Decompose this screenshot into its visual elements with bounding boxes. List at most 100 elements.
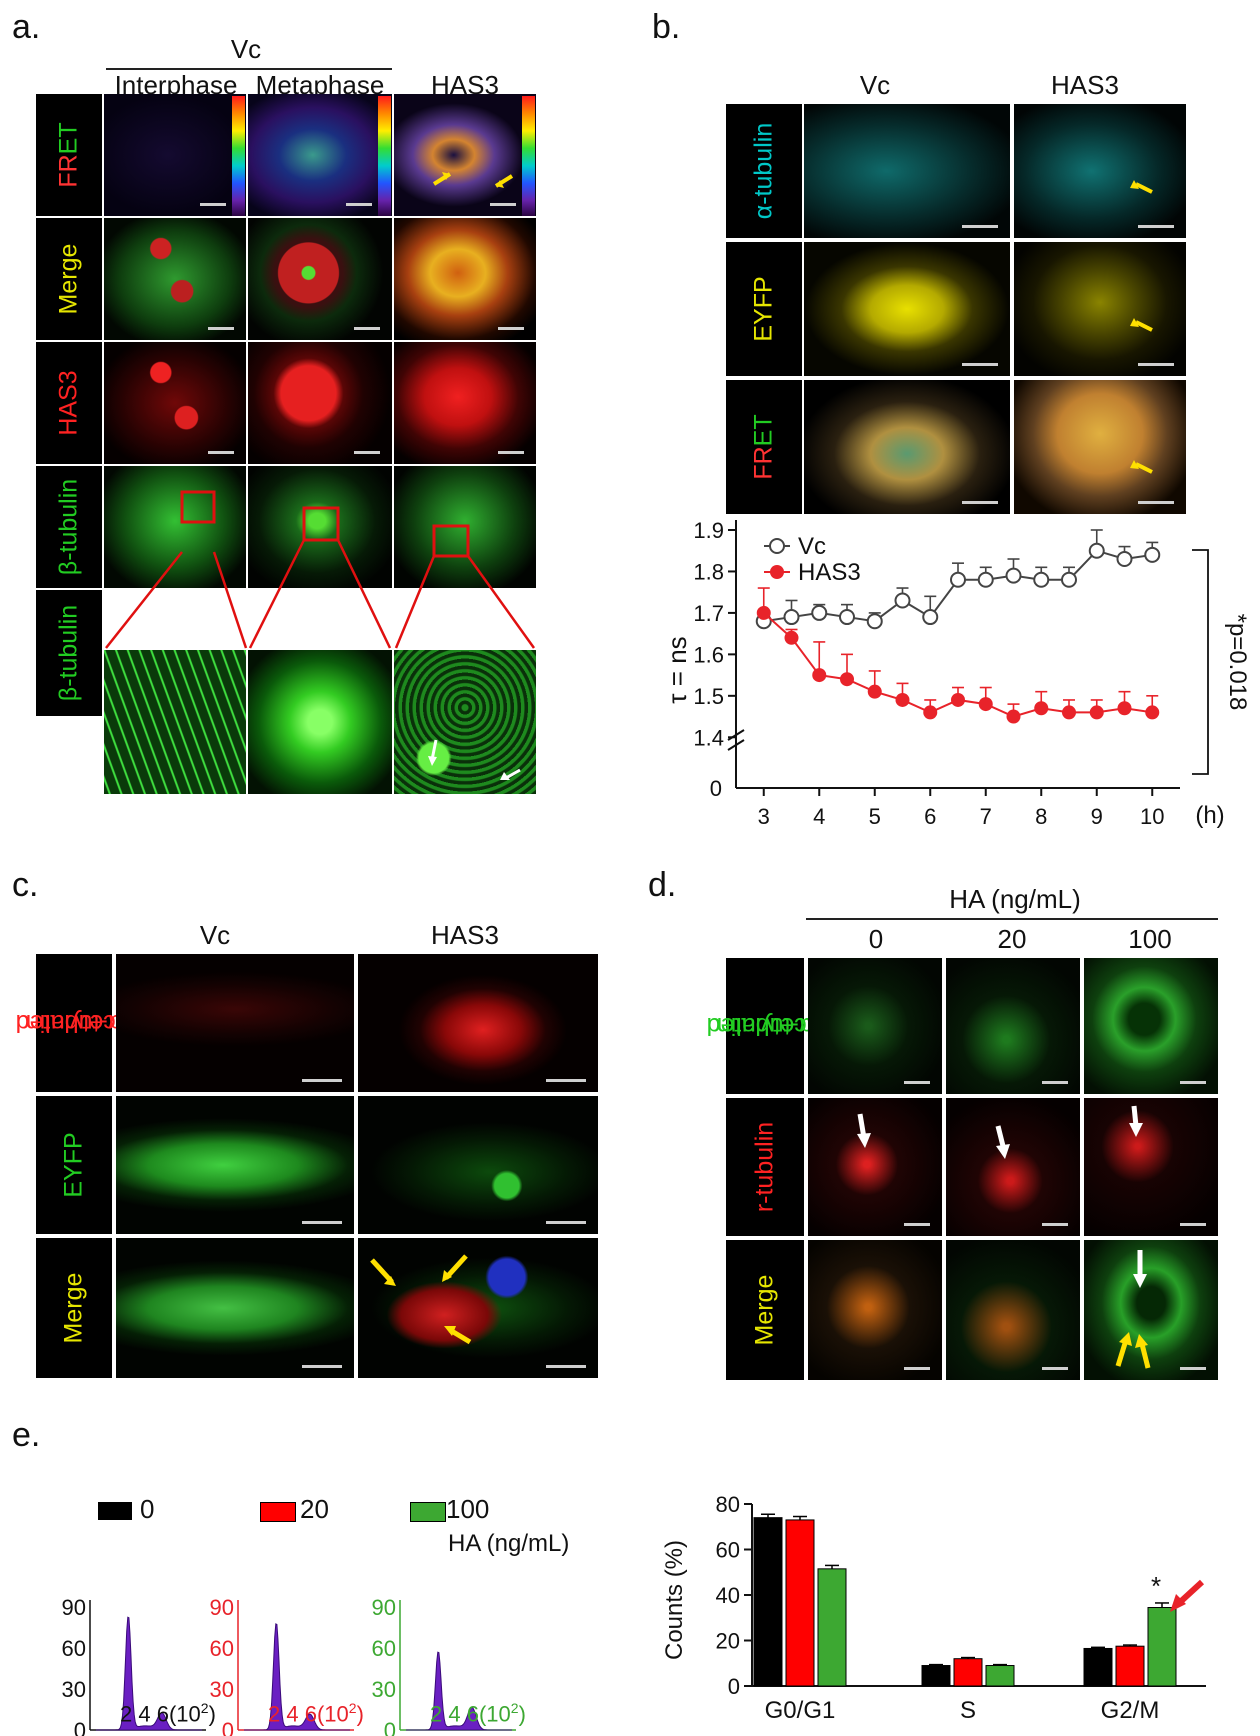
x-unit-label: (h) [1195, 802, 1224, 829]
x-tick-label: 5 [869, 804, 881, 829]
data-point [950, 571, 966, 588]
data-point [1061, 571, 1077, 588]
x-tick-label: 7 [980, 804, 992, 829]
y-tick-label: 1.5 [693, 684, 724, 709]
legend-has3-marker [770, 565, 784, 579]
image-b-fret-vc [804, 380, 1010, 514]
y-tick-label: 80 [716, 1492, 740, 1517]
data-point [1116, 551, 1133, 568]
hist-x-tick-6: 6(10 [156, 1701, 201, 1727]
bar-g2-m-100 [1147, 1607, 1177, 1687]
arrow-icon [1130, 180, 1153, 194]
hist-y-tick-label: 60 [210, 1636, 234, 1661]
data-point [866, 613, 883, 630]
data-point [1062, 705, 1076, 720]
y-tick-label: 40 [716, 1583, 740, 1608]
data-point [977, 571, 994, 588]
hist-y-tick-label: 90 [210, 1595, 234, 1620]
panel-d-col-20: 20 [997, 924, 1027, 954]
data-point [1144, 546, 1161, 563]
bar-s-100 [985, 1665, 1015, 1687]
x-tick-label: 9 [1091, 804, 1103, 829]
hist-x-tick-4: 4 [448, 1701, 461, 1727]
panel-c-col-has3: HAS3 [431, 920, 499, 950]
arrow-icon [1115, 1250, 1151, 1369]
image-d-acetylated-0 [808, 958, 942, 1094]
panel-a-group-header: Vc [230, 34, 262, 64]
hist-y-tick-label: 30 [62, 1677, 86, 1702]
row-text: EYFP [59, 1132, 88, 1198]
panel-d-row-label-rtubulin: r-tubulin [726, 1098, 804, 1236]
image-a-has3-metaphase [248, 342, 392, 464]
bar-g0-g1-20 [785, 1519, 815, 1687]
data-point [1089, 705, 1104, 720]
hist-x-tick-labels: 2 4 6(102) [430, 1700, 526, 1727]
image-d-merge-20 [946, 1240, 1080, 1380]
hist-x-tick-2: 2 [430, 1701, 443, 1727]
image-d-merge-100 [1084, 1240, 1218, 1380]
image-a-fret-interphase [104, 94, 246, 216]
data-point [1117, 701, 1132, 716]
legend-label-20: 20 [300, 1494, 329, 1524]
panel-b-col-vc: Vc [859, 70, 891, 100]
panel-d-row-label-acetylated: Acetylated α-tubulin [707, 958, 823, 1094]
legend-swatch-0 [98, 1502, 132, 1520]
hist-x-tick-6: 6(10 [304, 1701, 349, 1727]
row-text: Merge [750, 1274, 779, 1346]
series-vc [755, 529, 1161, 630]
arrow-icon [995, 1125, 1010, 1159]
bar-s-0 [921, 1665, 951, 1687]
x-category-label: G2/M [1101, 1697, 1160, 1724]
image-d-acetylated-20 [946, 958, 1080, 1094]
panel-d-group-rule [806, 918, 1218, 920]
image-a-has3-interphase [104, 342, 246, 464]
bar-s-20 [953, 1658, 983, 1687]
red-arrowhead [1170, 1594, 1186, 1612]
arrow-icon [432, 172, 514, 188]
data-point [839, 609, 855, 626]
y-tick-label: 1.7 [693, 601, 724, 626]
image-b-atubulin-has3 [1014, 104, 1186, 238]
chart-e-cell-cycle: Counts (%) 0 20 40 60 80 G0/G1 S G2/M * [661, 1492, 1206, 1724]
hist-x-tick-4: 4 [138, 1701, 151, 1727]
image-c-eyfp-has3 [358, 1096, 598, 1234]
histogram-area [406, 1651, 512, 1731]
hist-x-exp: 2 [348, 1700, 357, 1716]
x-tick-label: 10 [1140, 804, 1164, 829]
hist-y-tick-label: 90 [372, 1595, 396, 1620]
data-point [840, 672, 854, 687]
x-tick-label: 6 [924, 804, 936, 829]
panel-a-row-label-fret: FRET [36, 94, 102, 216]
image-b-eyfp-vc [804, 242, 1010, 376]
colorbar [522, 96, 535, 216]
y-axis-label: Counts (%) [661, 1540, 688, 1660]
legend-vc-marker [769, 538, 785, 554]
image-c-eyfp-vc [116, 1096, 354, 1234]
image-a-btubulin-interphase [104, 466, 246, 588]
image-a-btubulin-has3 [394, 466, 536, 588]
bar-g2-m-20 [1115, 1645, 1145, 1687]
legend-label-0: 0 [140, 1494, 155, 1524]
x-category-label: S [960, 1697, 976, 1724]
hist-y-tick-label: 0 [222, 1718, 234, 1736]
data-point [812, 668, 827, 683]
panel-a-row-label-btubulin-zoom: β-tubulin [36, 590, 102, 716]
arrow-icon [1129, 1105, 1143, 1137]
data-point [922, 609, 939, 626]
panel-c-col-vc: Vc [199, 920, 231, 950]
zoom-box [302, 506, 340, 542]
legend-swatch-20 [260, 1502, 296, 1522]
data-point [951, 692, 965, 707]
panel-a-row-label-has3: HAS3 [36, 342, 102, 464]
image-b-eyfp-has3 [1014, 242, 1186, 376]
data-point [895, 692, 910, 707]
data-point [783, 609, 800, 626]
axis-break-mark [727, 729, 745, 751]
image-a-btubulin-zoom-interphase [104, 650, 246, 794]
significance-annotation: *p=0.018 [1224, 614, 1250, 711]
data-point [1088, 542, 1105, 559]
image-d-merge-0 [808, 1240, 942, 1380]
x-tick-label: 3 [758, 804, 770, 829]
legend-title: HA (ng/mL) [448, 1530, 570, 1557]
data-point [784, 630, 799, 645]
